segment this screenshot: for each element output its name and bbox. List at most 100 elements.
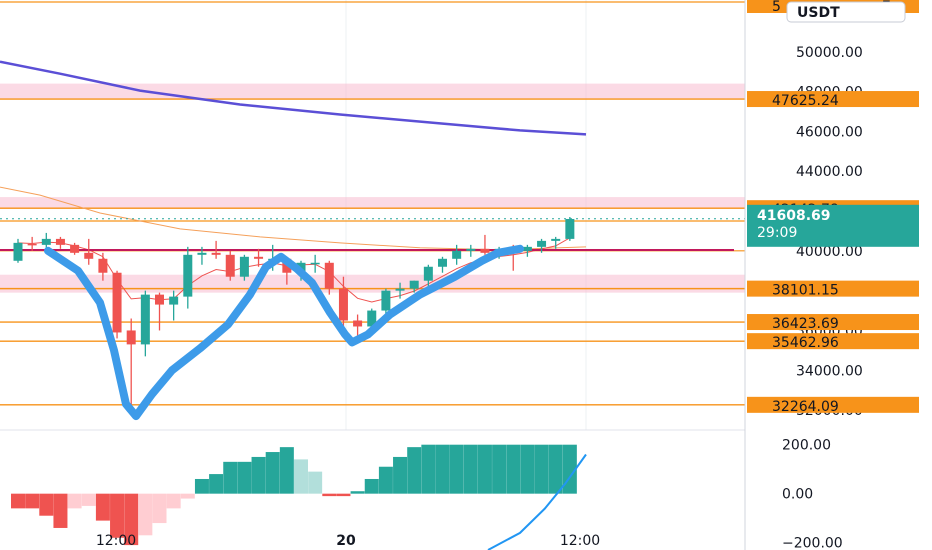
macd-bar — [435, 444, 450, 494]
candle-down — [338, 288, 348, 321]
macd-bar — [180, 493, 195, 499]
macd-tick-label: 200.00 — [782, 438, 831, 454]
candle-up — [169, 296, 179, 305]
candle-up — [565, 218, 575, 239]
price-zone — [0, 274, 745, 293]
candle-up — [239, 256, 249, 277]
macd-bar — [393, 456, 408, 494]
time-label: 12:00 — [96, 533, 136, 549]
price-zone — [0, 83, 745, 100]
macd-tick-label: 0.00 — [782, 487, 813, 503]
macd-bar — [138, 493, 153, 536]
candle-up — [197, 252, 207, 255]
level-badge-label: 35462.96 — [772, 335, 839, 351]
level-badge-label: 38101.15 — [772, 283, 839, 299]
level-badge[interactable] — [747, 333, 919, 350]
candle-down — [126, 330, 136, 345]
macd-bar — [251, 456, 266, 494]
candle-down — [211, 252, 221, 255]
candle-down — [84, 252, 94, 259]
level-badge[interactable] — [747, 280, 919, 297]
candle-up — [140, 294, 150, 345]
price-axis-background[interactable] — [745, 0, 932, 550]
macd-bar — [463, 444, 478, 494]
macd-bar — [322, 493, 337, 497]
candle-up — [310, 262, 320, 265]
candle-down — [480, 248, 490, 253]
drawn-w-pattern[interactable] — [44, 244, 524, 421]
macd-bar — [124, 493, 139, 546]
candle-down — [155, 294, 164, 305]
macd-axis-ticks: 200.00 0.00 −200.00 — [782, 438, 843, 550]
partial-top-label-left: 5 — [772, 0, 781, 15]
macd-bar — [194, 478, 209, 494]
time-axis[interactable]: 12:00 20 12:00 — [96, 533, 600, 549]
time-label: 12:00 — [560, 533, 600, 549]
candle-down — [70, 244, 80, 253]
macd-bar — [279, 447, 294, 494]
candlestick-series — [13, 216, 575, 407]
macd-bar — [11, 493, 25, 509]
candle-up — [438, 258, 447, 267]
candle-down — [225, 254, 235, 277]
level-price-badges: 47625.2442142.7838101.1536423.6935462.96… — [747, 91, 919, 415]
macd-bar — [506, 444, 521, 494]
candle-up — [551, 238, 561, 241]
macd-bar — [421, 444, 436, 494]
candle-up — [452, 250, 462, 259]
macd-bar — [67, 493, 82, 509]
macd-bar — [378, 466, 393, 494]
candle-down — [55, 238, 65, 245]
macd-bar — [308, 471, 323, 494]
macd-bar — [25, 493, 40, 509]
candle-down — [98, 258, 108, 273]
candle-up — [367, 310, 377, 327]
level-badge[interactable] — [747, 396, 919, 413]
level-badge-label: 47625.24 — [772, 93, 839, 109]
macd-bar — [95, 493, 110, 521]
macd-bar — [152, 493, 167, 524]
candle-up — [395, 288, 405, 291]
current-price-value: 41608.69 — [757, 208, 831, 224]
macd-bar — [449, 444, 464, 494]
macd-bar — [294, 459, 308, 494]
currency-label: USDT — [797, 5, 840, 21]
candle-up — [466, 248, 476, 251]
current-price-badge: 41608.69 29:09 — [747, 204, 919, 247]
level-badge[interactable] — [747, 314, 919, 331]
candle-down — [254, 256, 264, 259]
price-tick-label: 44000.00 — [796, 164, 863, 180]
macd-bar — [492, 444, 507, 494]
level-badge[interactable] — [747, 91, 919, 108]
macd-bar — [364, 478, 379, 494]
macd-bar — [477, 444, 492, 494]
macd-bar — [166, 493, 181, 509]
ma-long-line — [0, 60, 587, 136]
currency-tag-box[interactable] — [786, 1, 906, 23]
time-label: 20 — [336, 533, 356, 549]
candle-up — [41, 238, 51, 245]
macd-bar — [534, 444, 549, 494]
macd-bar — [110, 493, 125, 538]
macd-bar — [548, 444, 563, 494]
macd-signal-line — [487, 453, 587, 550]
macd-tick-label: −200.00 — [782, 536, 843, 550]
macd-bar — [223, 461, 238, 494]
macd-bar — [237, 461, 252, 494]
price-tick-label: 34000.00 — [796, 363, 863, 379]
price-tick-label: 46000.00 — [796, 124, 863, 140]
price-zone — [0, 197, 745, 210]
currency-tag[interactable]: USDT — [786, 1, 906, 23]
macd-bar — [350, 491, 365, 494]
level-badge-label: 36423.69 — [772, 316, 839, 332]
candle-up — [409, 280, 419, 289]
candle-up — [537, 240, 547, 247]
candle-up — [381, 290, 391, 311]
candle-down — [27, 243, 37, 246]
candle-up — [423, 266, 433, 281]
candle-down — [112, 272, 122, 333]
macd-bar — [39, 493, 54, 516]
macd-bar — [336, 493, 351, 497]
candle-down — [324, 262, 334, 289]
